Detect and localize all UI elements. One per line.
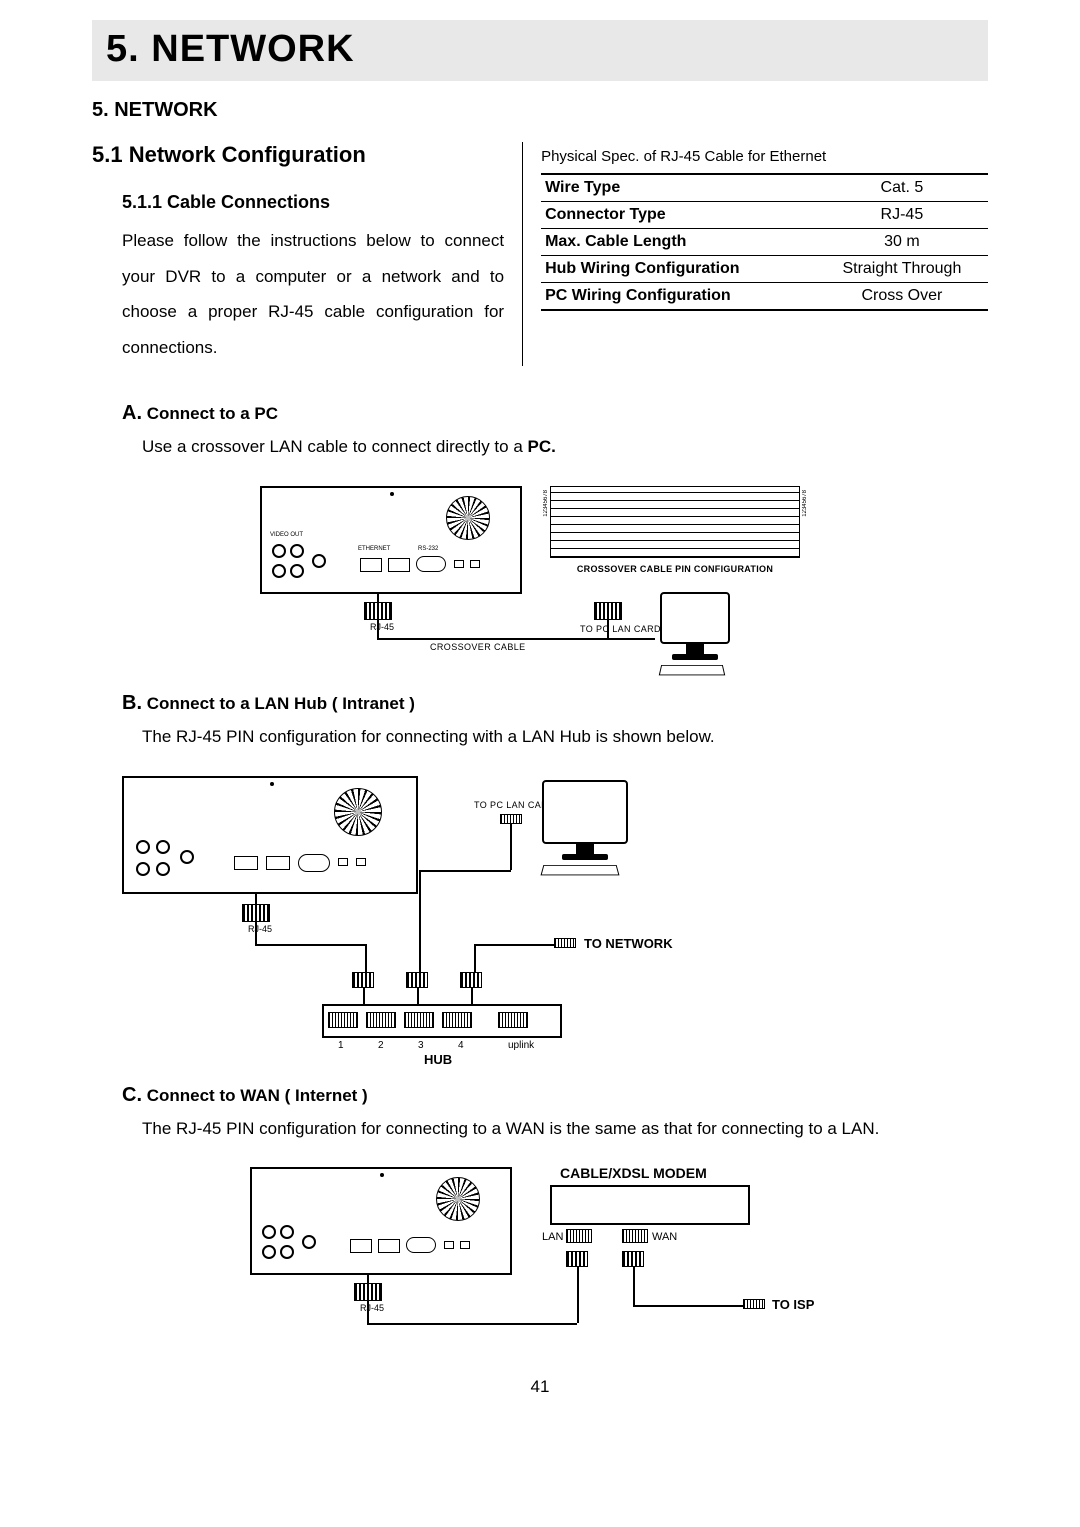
table-row: Wire TypeCat. 5 (541, 174, 988, 202)
page-number: 41 (92, 1377, 988, 1397)
spec-value: 30 m (816, 229, 988, 256)
to-pc-label: TO PC LAN CARD (580, 624, 661, 634)
diagram-a-wrap: VIDEO OUT ETHERNET RS-232 RJ-45 (92, 482, 988, 682)
pin-diagram-icon (550, 486, 800, 558)
table-row: PC Wiring ConfigurationCross Over (541, 283, 988, 311)
part-c-text: The RJ-45 PIN configuration for connecti… (142, 1115, 988, 1144)
diagram-a: VIDEO OUT ETHERNET RS-232 RJ-45 (260, 482, 820, 682)
rj45-connector-icon (566, 1251, 588, 1267)
right-column: Physical Spec. of RJ-45 Cable for Ethern… (522, 142, 988, 366)
table-row: Max. Cable Length30 m (541, 229, 988, 256)
rj45-connector-icon (364, 602, 392, 620)
part-a-rest: Connect to a PC (142, 404, 278, 423)
part-b-prefix: B. (122, 692, 142, 714)
two-column-region: 5.1 Network Configuration 5.1.1 Cable Co… (92, 142, 988, 366)
intro-paragraph: Please follow the instructions below to … (122, 223, 504, 366)
left-column: 5.1 Network Configuration 5.1.1 Cable Co… (92, 142, 522, 366)
diagram-b-wrap: RJ-45 TO PC LAN CARD TO NET (122, 772, 988, 1062)
rj45-connector-icon (354, 1283, 382, 1301)
modem-label: CABLE/XDSL MODEM (560, 1165, 707, 1181)
part-b-heading: B. Connect to a LAN Hub ( Intranet ) (122, 692, 988, 715)
uplink-label: uplink (508, 1040, 534, 1051)
diagram-b: RJ-45 TO PC LAN CARD TO NET (122, 772, 762, 1062)
spec-label: Max. Cable Length (541, 229, 816, 256)
pc-icon (660, 592, 730, 676)
modem-icon (550, 1185, 750, 1225)
part-a-heading: A. Connect to a PC (122, 402, 988, 425)
document-page: 5. NETWORK 5. NETWORK 5.1 Network Config… (0, 0, 1080, 1427)
subsubsection-heading: 5.1.1 Cable Connections (122, 192, 504, 213)
part-a-text: Use a crossover LAN cable to connect dir… (142, 433, 988, 462)
hub-port-num: 1 (338, 1040, 344, 1051)
spec-label: Connector Type (541, 202, 816, 229)
part-c: C. Connect to WAN ( Internet ) The RJ-45… (92, 1084, 988, 1344)
pin-caption: CROSSOVER CABLE PIN CONFIGURATION (560, 564, 790, 574)
hub-label: HUB (424, 1052, 452, 1067)
rj45-label: RJ-45 (248, 924, 272, 934)
rj45-label: RJ-45 (370, 622, 394, 632)
part-c-rest: Connect to WAN ( Internet ) (142, 1086, 368, 1105)
isp-port-icon (743, 1299, 765, 1309)
part-a-text-pre: Use a crossover LAN cable to connect dir… (142, 437, 528, 456)
diagram-c-wrap: RJ-45 CABLE/XDSL MODEM LAN WAN TO ISP (92, 1163, 988, 1343)
pin-left-nums: 12345678 (543, 490, 549, 517)
spec-value: Cross Over (816, 283, 988, 311)
to-network-label: TO NETWORK (584, 936, 673, 951)
rj45-connector-icon (622, 1251, 644, 1267)
rj45-label: RJ-45 (360, 1303, 384, 1313)
part-a-text-bold: PC. (528, 437, 556, 456)
spec-value: RJ-45 (816, 202, 988, 229)
part-c-prefix: C. (122, 1084, 142, 1106)
part-b-text: The RJ-45 PIN configuration for connecti… (142, 723, 988, 752)
rj45-connector-icon (594, 602, 622, 620)
spec-value: Cat. 5 (816, 174, 988, 202)
rj45-connector-icon (406, 972, 428, 988)
rj45-connector-icon (352, 972, 374, 988)
diagram-c: RJ-45 CABLE/XDSL MODEM LAN WAN TO ISP (250, 1163, 830, 1343)
chapter-title: 5. NETWORK (106, 28, 974, 71)
spec-label: Hub Wiring Configuration (541, 256, 816, 283)
dvr-device-icon: VIDEO OUT ETHERNET RS-232 (260, 486, 522, 594)
lan-label: LAN (542, 1231, 563, 1243)
spec-table: Wire TypeCat. 5 Connector TypeRJ-45 Max.… (541, 173, 988, 311)
pc-icon (542, 780, 628, 876)
network-port-icon (554, 938, 576, 948)
spec-label: PC Wiring Configuration (541, 283, 816, 311)
rj45-connector-icon (242, 904, 270, 922)
part-b: B. Connect to a LAN Hub ( Intranet ) The… (92, 692, 988, 1062)
hub-port-num: 2 (378, 1040, 384, 1051)
part-c-heading: C. Connect to WAN ( Internet ) (122, 1084, 988, 1107)
hub-port-num: 3 (418, 1040, 424, 1051)
subsection-heading: 5.1 Network Configuration (92, 142, 504, 168)
hub-port-num: 4 (458, 1040, 464, 1051)
wan-label: WAN (652, 1231, 677, 1243)
section-heading: 5. NETWORK (92, 99, 988, 122)
dvr-device-icon (250, 1167, 512, 1275)
part-a: A. Connect to a PC Use a crossover LAN c… (92, 402, 988, 682)
part-b-rest: Connect to a LAN Hub ( Intranet ) (142, 694, 415, 713)
wan-port-icon (622, 1229, 648, 1243)
hub-icon (322, 1004, 562, 1038)
lan-port-icon (566, 1229, 592, 1243)
spec-label: Wire Type (541, 174, 816, 202)
rj45-connector-icon (460, 972, 482, 988)
pin-right-nums: 12345678 (802, 490, 808, 517)
crossover-cable-label: CROSSOVER CABLE (430, 642, 526, 652)
table-row: Hub Wiring ConfigurationStraight Through (541, 256, 988, 283)
lan-card-port-icon (500, 814, 522, 824)
part-a-prefix: A. (122, 402, 142, 424)
table-row: Connector TypeRJ-45 (541, 202, 988, 229)
chapter-title-bar: 5. NETWORK (92, 20, 988, 81)
dvr-device-icon (122, 776, 418, 894)
spec-value: Straight Through (816, 256, 988, 283)
spec-table-caption: Physical Spec. of RJ-45 Cable for Ethern… (541, 148, 988, 165)
to-isp-label: TO ISP (772, 1297, 814, 1312)
